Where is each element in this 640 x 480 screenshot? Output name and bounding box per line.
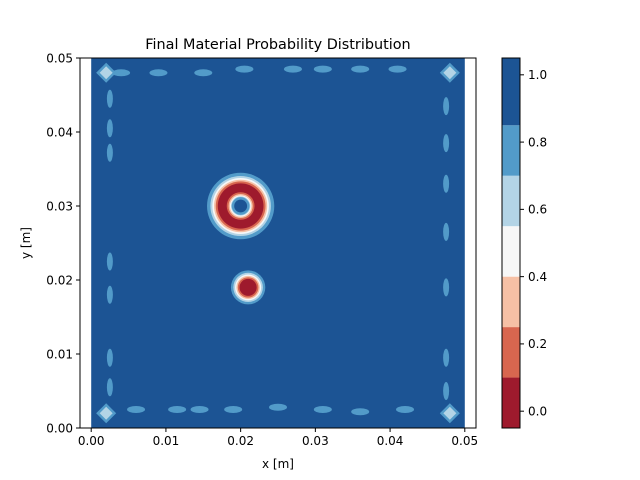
edge-patch bbox=[351, 65, 370, 73]
colorbar-tick-label: 0.6 bbox=[528, 203, 547, 217]
colorbar-tick-label: 0.8 bbox=[528, 135, 547, 149]
colorbar-frame bbox=[501, 57, 521, 429]
y-tick-label: 0.05 bbox=[46, 51, 73, 65]
plot-area bbox=[79, 57, 477, 429]
x-axis: 0.00 0.01 0.02 0.03 0.04 0.05 bbox=[78, 428, 478, 448]
x-axis-label: x [m] bbox=[262, 457, 294, 471]
edge-patch bbox=[313, 406, 332, 413]
edge-patch bbox=[106, 285, 113, 304]
edge-patch bbox=[443, 278, 450, 297]
edge-patch bbox=[112, 69, 131, 77]
x-tick-label: 0.02 bbox=[227, 434, 254, 448]
plot-frame bbox=[79, 57, 477, 429]
x-tick-label: 0.04 bbox=[377, 434, 404, 448]
corner-feature bbox=[447, 410, 453, 416]
edge-patch bbox=[235, 65, 254, 73]
y-tick-label: 0.03 bbox=[46, 199, 73, 213]
edge-patch bbox=[127, 406, 146, 413]
edge-patch bbox=[106, 143, 113, 162]
x-tick-label: 0.00 bbox=[78, 434, 105, 448]
colorbar-band bbox=[502, 175, 520, 227]
x-tick-label: 0.05 bbox=[451, 434, 478, 448]
contour-background-region bbox=[91, 58, 465, 428]
edge-patch bbox=[313, 65, 332, 73]
edge-patch bbox=[443, 134, 450, 153]
edge-patch bbox=[443, 348, 450, 367]
edge-patch bbox=[106, 378, 113, 397]
colorbar: 0.0 0.2 0.4 0.6 0.8 1.0 bbox=[501, 57, 547, 429]
colorbar-tick-label: 0.0 bbox=[528, 404, 547, 418]
edge-patch bbox=[443, 174, 450, 193]
edge-patch bbox=[106, 252, 113, 271]
edge-patch bbox=[149, 69, 168, 77]
colorbar-band bbox=[502, 276, 520, 328]
colorbar-band bbox=[502, 58, 520, 126]
y-tick-label: 0.00 bbox=[46, 421, 73, 435]
edge-patch bbox=[396, 406, 415, 413]
edge-patch bbox=[106, 119, 113, 138]
y-tick-label: 0.04 bbox=[46, 125, 73, 139]
edge-patch bbox=[106, 348, 113, 367]
colorbar-band bbox=[502, 327, 520, 378]
x-tick-label: 0.03 bbox=[302, 434, 329, 448]
colorbar-band bbox=[502, 226, 520, 277]
corner-feature bbox=[447, 70, 453, 76]
edge-patch bbox=[388, 65, 407, 73]
edge-patch bbox=[190, 406, 209, 413]
contour-band bbox=[234, 199, 248, 213]
edge-patch bbox=[443, 382, 450, 400]
y-tick-label: 0.02 bbox=[46, 273, 73, 287]
contour-band bbox=[239, 278, 257, 296]
contour-field bbox=[91, 58, 465, 428]
edge-patch bbox=[194, 69, 213, 77]
y-axis: 0.00 0.01 0.02 0.03 0.04 0.05 bbox=[46, 51, 80, 435]
colorbar-band bbox=[502, 125, 520, 176]
colorbar-band bbox=[502, 377, 520, 428]
colorbar-tick-label: 0.4 bbox=[528, 270, 547, 284]
edge-patch bbox=[443, 97, 450, 116]
edge-patch bbox=[269, 403, 287, 411]
x-tick-label: 0.01 bbox=[153, 434, 180, 448]
edge-patch bbox=[443, 222, 450, 241]
edge-patch bbox=[106, 89, 113, 108]
colorbar-bands bbox=[502, 58, 520, 428]
edge-patch bbox=[224, 406, 243, 413]
corner-feature bbox=[103, 70, 109, 76]
colorbar-ticks: 0.0 0.2 0.4 0.6 0.8 1.0 bbox=[520, 68, 547, 418]
colorbar-tick-label: 1.0 bbox=[528, 68, 547, 82]
edge-patch bbox=[351, 408, 370, 416]
y-tick-label: 0.01 bbox=[46, 347, 73, 361]
y-axis-label: y [m] bbox=[19, 227, 33, 259]
edge-patch bbox=[283, 65, 302, 73]
chart-title: Final Material Probability Distribution bbox=[145, 37, 410, 53]
corner-feature bbox=[103, 410, 109, 416]
edge-patch bbox=[168, 406, 187, 413]
colorbar-tick-label: 0.2 bbox=[528, 337, 547, 351]
